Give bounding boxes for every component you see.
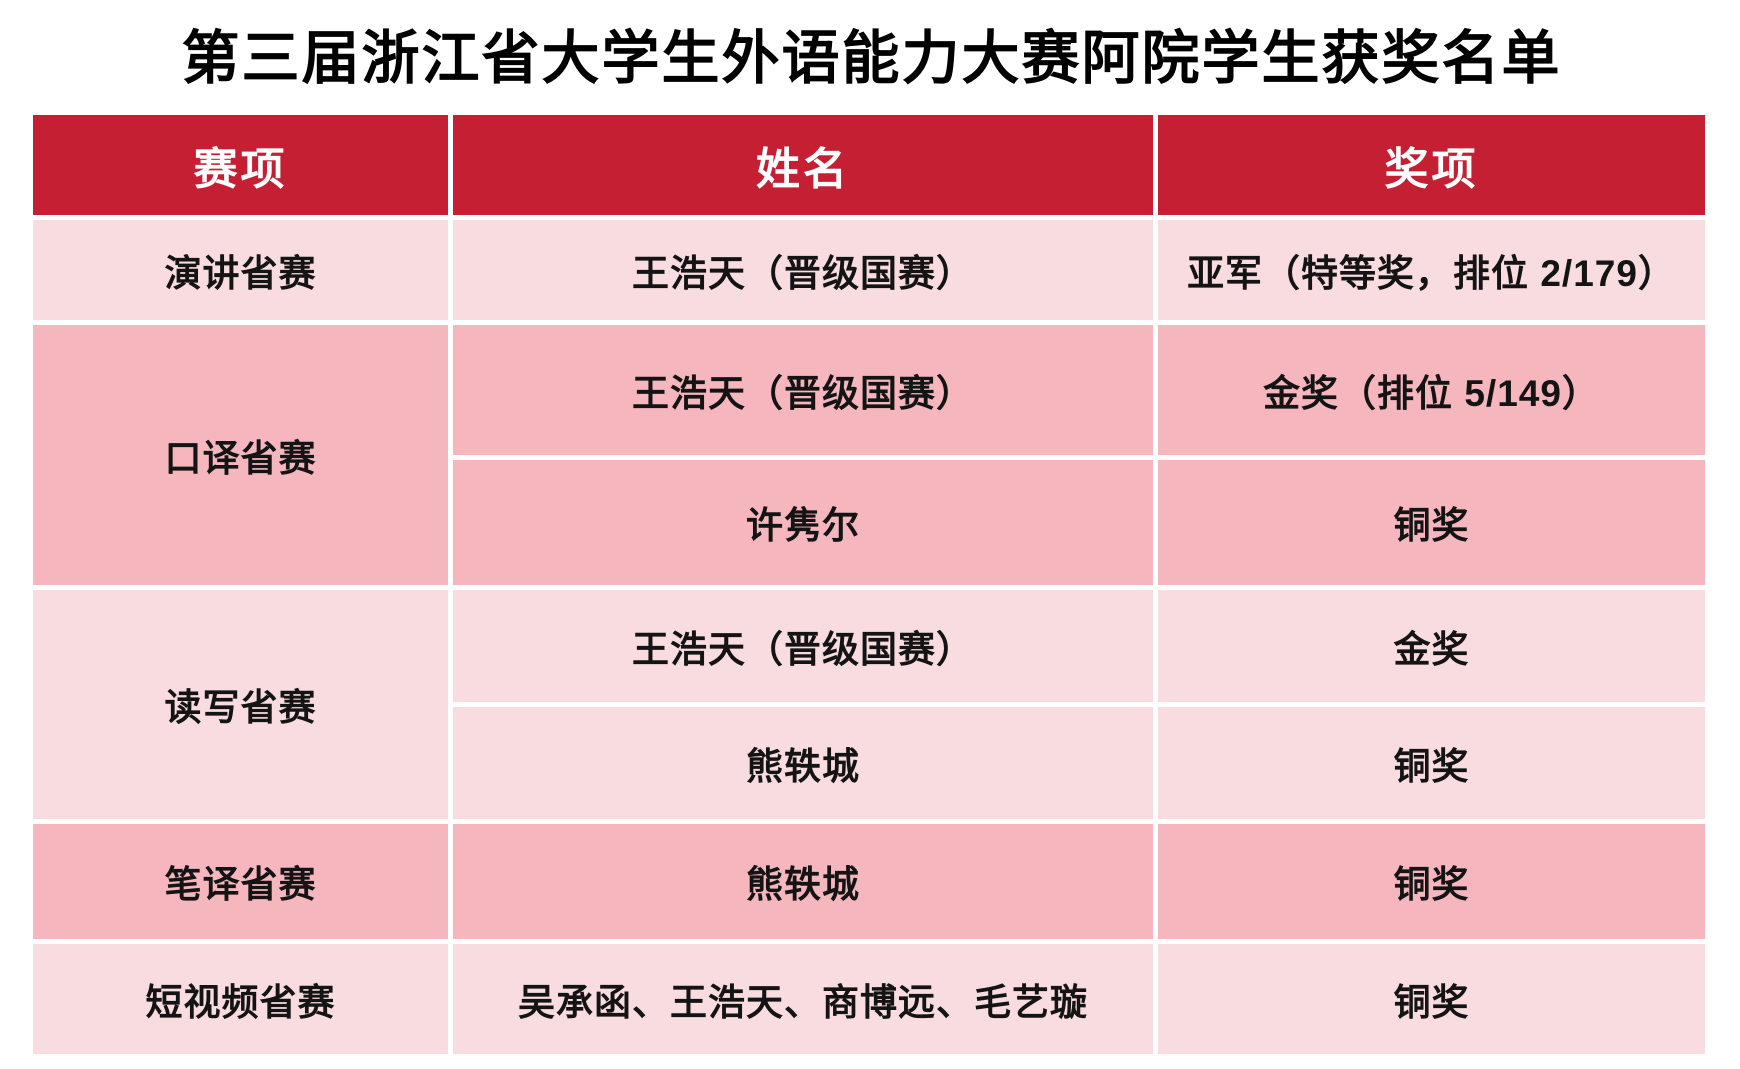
event-cell: 口译省赛 — [33, 324, 448, 585]
table-row: 演讲省赛 王浩天（晋级国赛） 亚军（特等奖，排位 2/179） — [33, 219, 1705, 320]
name-cell: 王浩天（晋级国赛） — [453, 324, 1153, 455]
column-header-name: 姓名 — [453, 114, 1153, 215]
column-header-award: 奖项 — [1158, 114, 1705, 215]
event-cell: 读写省赛 — [33, 589, 448, 819]
award-cell: 铜奖 — [1158, 459, 1705, 585]
column-header-event: 赛项 — [33, 114, 448, 215]
name-cell: 王浩天（晋级国赛） — [453, 589, 1153, 702]
name-cell: 许隽尔 — [453, 459, 1153, 585]
awards-table-body: 演讲省赛 王浩天（晋级国赛） 亚军（特等奖，排位 2/179） 口译省赛 王浩天（晋级国… — [33, 219, 1705, 1054]
table-row: 读写省赛 王浩天（晋级国赛） 金奖 — [33, 589, 1705, 819]
table-row: 许隽尔 铜奖 — [33, 459, 1705, 585]
event-cell: 短视频省赛 — [33, 943, 448, 1054]
awards-table: 赛项 姓名 奖项 演讲省赛 王浩天（晋级国赛） 亚军（特等奖，排位 2/179） 口译… — [28, 110, 1710, 1059]
award-cell: 金奖 — [1158, 589, 1705, 702]
name-cell: 熊轶城 — [453, 706, 1153, 819]
name-cell: 吴承函、王浩天、商博远、毛艺璇 — [453, 943, 1153, 1054]
name-cell: 王浩天（晋级国赛） — [453, 219, 1153, 320]
table-row: 口译省赛 王浩天（晋级国赛） 金奖（排位 5/149） — [33, 324, 1705, 585]
award-cell: 铜奖 — [1158, 823, 1705, 939]
table-row: 笔译省赛 熊轶城 铜奖 — [33, 823, 1705, 939]
name-cell: 熊轶城 — [453, 823, 1153, 939]
page: 第三届浙江省大学生外语能力大赛阿院学生获奖名单 赛项 姓名 奖项 演讲省赛 王浩天… — [0, 14, 1740, 1069]
page-title: 第三届浙江省大学生外语能力大赛阿院学生获奖名单 — [181, 26, 1562, 91]
table-row: 短视频省赛 吴承函、王浩天、商博远、毛艺璇 铜奖 — [33, 943, 1705, 1054]
event-cell: 笔译省赛 — [33, 823, 448, 939]
table-row: 熊轶城 铜奖 — [33, 706, 1705, 819]
award-cell: 铜奖 — [1158, 706, 1705, 819]
event-cell: 演讲省赛 — [33, 219, 448, 320]
award-cell: 铜奖 — [1158, 943, 1705, 1054]
award-cell: 亚军（特等奖，排位 2/179） — [1158, 219, 1705, 320]
header-row: 赛项 姓名 奖项 — [33, 114, 1705, 215]
awards-table-header: 赛项 姓名 奖项 — [33, 114, 1705, 215]
award-cell: 金奖（排位 5/149） — [1158, 324, 1705, 455]
